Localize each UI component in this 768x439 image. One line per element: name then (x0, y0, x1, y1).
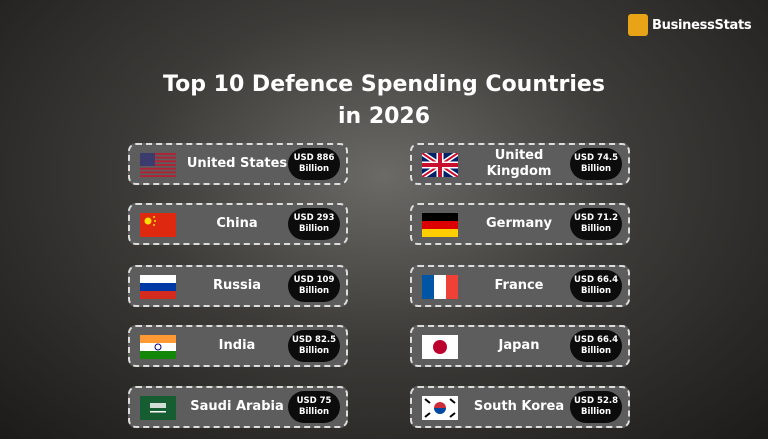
country-card: United Kingdom USD 74.5 Billion (410, 143, 630, 185)
spending-pill: USD 109 Billion (288, 270, 340, 302)
flag (422, 275, 458, 299)
spending-unit: Billion (580, 224, 612, 234)
spending-amount: USD 293 (293, 213, 335, 223)
spending-amount: USD 71.2 (573, 213, 618, 223)
country-name: United States (186, 156, 288, 171)
country-card: Germany USD 71.2 Billion (410, 203, 630, 245)
flag (140, 153, 176, 177)
country-name: India (218, 338, 256, 353)
flag (140, 396, 176, 420)
spending-unit: Billion (298, 164, 330, 174)
title: Top 10 Defence Spending Countries (163, 72, 605, 97)
country-card: United States USD 886 Billion (128, 143, 348, 185)
flag (140, 275, 176, 299)
country-card: India USD 82.5 Billion (128, 325, 348, 367)
country-card: Japan USD 66.4 Billion (410, 325, 630, 367)
country-card: China USD 293 Billion (128, 203, 348, 245)
country-name: Saudi Arabia (190, 399, 284, 414)
spending-pill: USD 293 Billion (288, 208, 340, 240)
spending-unit: Billion (298, 346, 330, 356)
spending-unit: Billion (580, 346, 612, 356)
spending-unit: Billion (298, 286, 330, 296)
flag (422, 153, 458, 177)
flag (422, 396, 458, 420)
spending-amount: USD 75 (296, 396, 332, 406)
spending-amount: USD 52.8 (573, 396, 618, 406)
spending-unit: Billion (580, 164, 612, 174)
spending-unit: Billion (580, 407, 612, 417)
spending-amount: USD 886 (293, 153, 335, 163)
flag (140, 335, 176, 359)
spending-amount: USD 82.5 (291, 335, 336, 345)
country-name: Germany (486, 216, 552, 231)
logo-text: BusinessStats (652, 17, 752, 33)
country-name: China (216, 216, 258, 231)
spending-amount: USD 109 (293, 275, 335, 285)
spending-pill: USD 886 Billion (288, 148, 340, 180)
logo: BusinessStats (628, 14, 752, 36)
spending-pill: USD 71.2 Billion (570, 208, 622, 240)
country-card: Saudi Arabia USD 75 Billion (128, 386, 348, 428)
spending-pill: USD 66.4 Billion (570, 330, 622, 362)
logo-icon (628, 14, 648, 36)
spending-amount: USD 66.4 (573, 275, 618, 285)
country-name: Japan (498, 338, 540, 353)
spending-unit: Billion (580, 286, 612, 296)
flag (140, 213, 176, 237)
spending-pill: USD 75 Billion (288, 391, 340, 423)
country-card: Russia USD 109 Billion (128, 265, 348, 307)
country-name: Russia (213, 278, 261, 293)
spending-pill: USD 74.5 Billion (570, 148, 622, 180)
spending-pill: USD 66.4 Billion (570, 270, 622, 302)
flag (422, 335, 458, 359)
spending-amount: USD 66.4 (573, 335, 618, 345)
spending-amount: USD 74.5 (573, 153, 618, 163)
country-card: France USD 66.4 Billion (410, 265, 630, 307)
country-card: South Korea USD 52.8 Billion (410, 386, 630, 428)
spending-unit: Billion (298, 407, 330, 417)
country-name: France (494, 278, 544, 293)
flag (422, 213, 458, 237)
spending-pill: USD 52.8 Billion (570, 391, 622, 423)
country-name: South Korea (473, 399, 565, 414)
spending-unit: Billion (298, 224, 330, 234)
spending-pill: USD 82.5 Billion (288, 330, 340, 362)
country-name: United Kingdom (486, 148, 552, 179)
title: in 2026 (337, 104, 431, 129)
